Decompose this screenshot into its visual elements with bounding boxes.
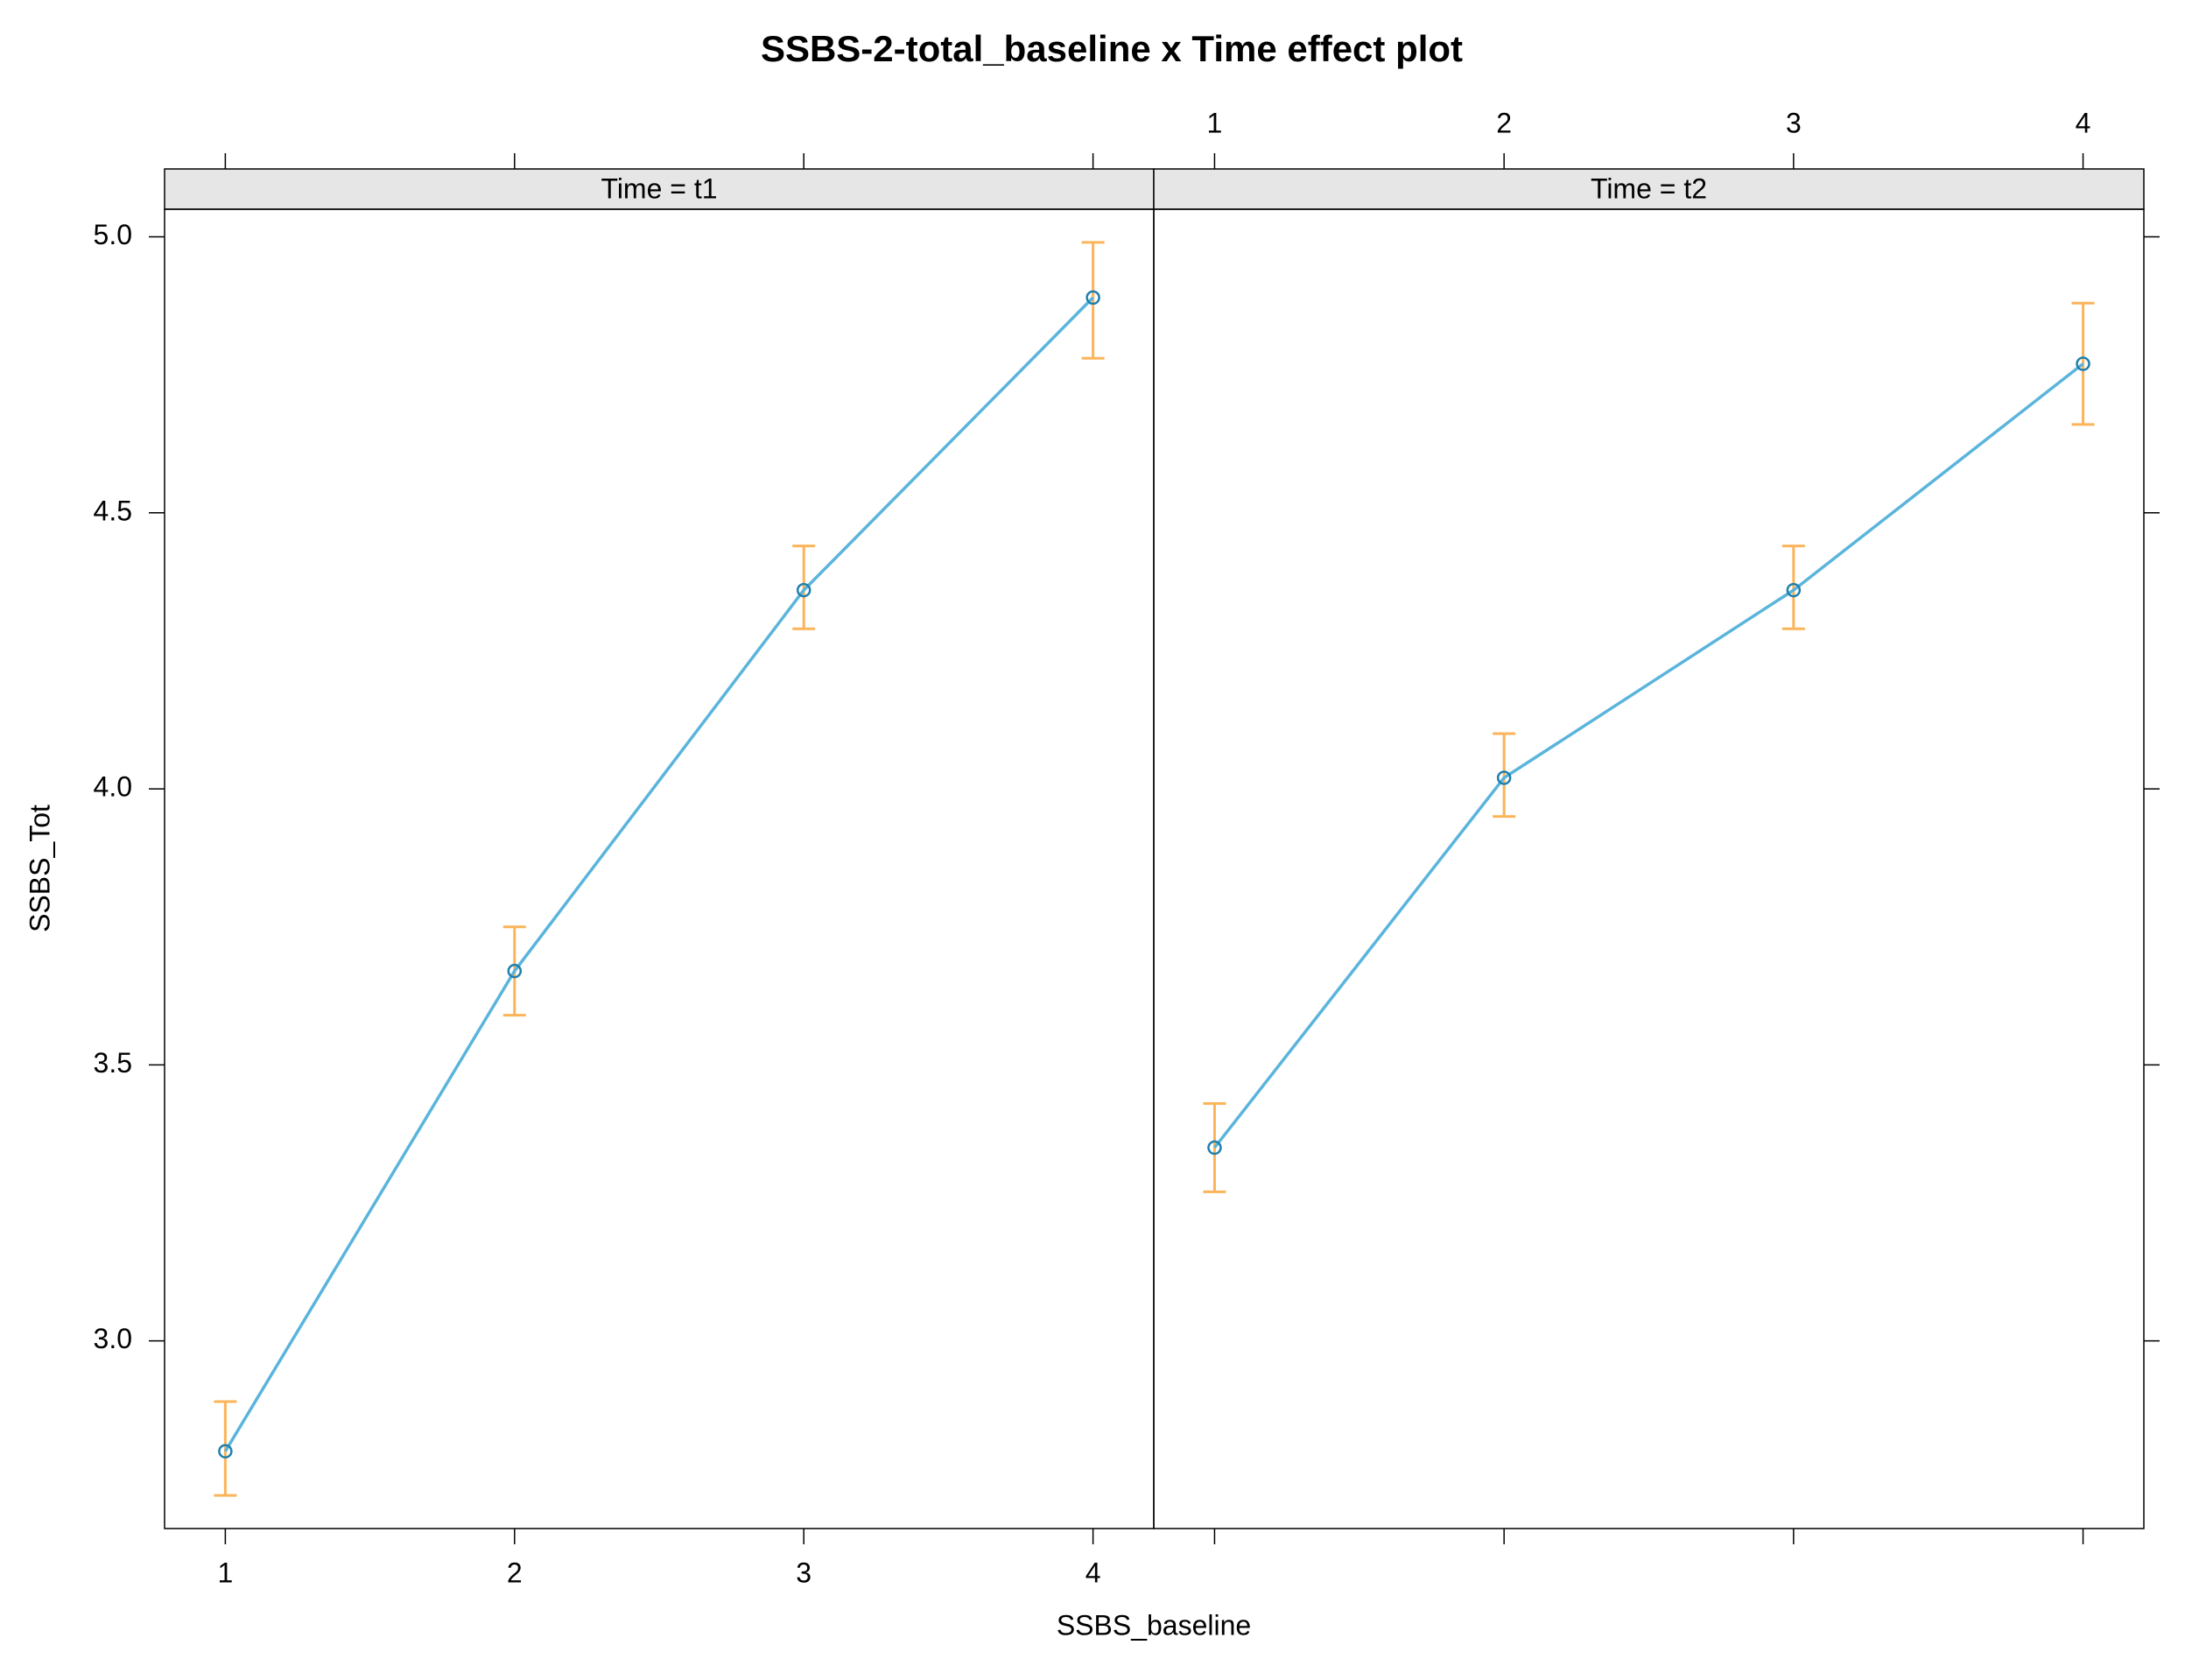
x-tick-label: 2 (1496, 107, 1512, 138)
y-tick-label: 5.0 (94, 219, 132, 250)
point (1496, 770, 1512, 785)
error-bar (1081, 241, 1105, 360)
y-tick-label: 4.0 (94, 771, 132, 803)
point (1207, 1140, 1222, 1156)
chart-title: SSBS-2-total_baseline x Time effect plot (761, 28, 1463, 69)
line (223, 296, 1094, 1452)
error-bar (1493, 732, 1516, 819)
x-axis-label: SSBS_baseline (1057, 1609, 1251, 1641)
point (507, 963, 523, 979)
x-tick-label: 3 (1786, 107, 1802, 138)
y-tick-label: 3.5 (94, 1047, 132, 1079)
x-tick-label: 4 (2076, 107, 2091, 138)
point (2076, 356, 2090, 371)
point (1786, 582, 1802, 598)
strip-label: Time = t2 (1591, 172, 1707, 204)
point (218, 1444, 233, 1459)
y-tick-label: 4.5 (94, 495, 132, 526)
y-axis-label: SSBS_Tot (24, 805, 55, 932)
point (796, 582, 811, 598)
panel-frame (1153, 208, 2145, 1529)
x-tick-label: 1 (217, 1557, 233, 1588)
x-tick-label: 3 (796, 1557, 811, 1588)
x-tick-label: 2 (507, 1557, 523, 1588)
panel-frame (164, 208, 1155, 1529)
error-bar (1781, 545, 1805, 630)
strip-label: Time = t1 (601, 172, 717, 204)
line (1213, 362, 2084, 1149)
error-bar (792, 545, 816, 630)
panel-strip (1153, 168, 2145, 210)
x-tick-label: 4 (1085, 1557, 1101, 1588)
point (1085, 290, 1100, 306)
y-tick-label: 3.0 (94, 1323, 132, 1354)
x-tick-label: 1 (1207, 107, 1223, 138)
